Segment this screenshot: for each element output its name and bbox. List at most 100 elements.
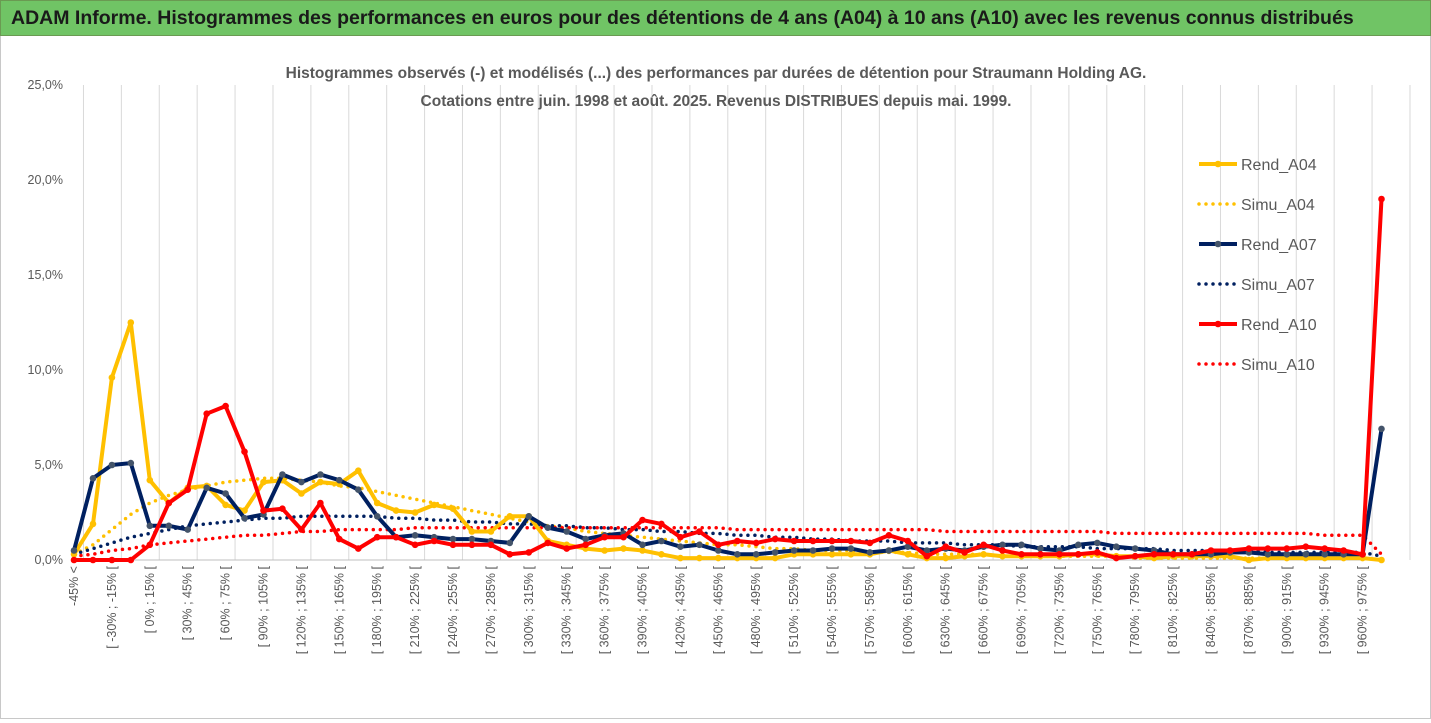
- x-tick-label: [ 750% ; 765% [: [1090, 565, 1104, 654]
- data-point: [468, 535, 476, 543]
- data-point: [885, 547, 893, 554]
- data-point: [563, 545, 570, 552]
- data-point: [241, 514, 248, 522]
- data-point: [771, 549, 779, 556]
- data-point: [866, 549, 874, 556]
- x-tick-label: [ 60% ; 75% [: [219, 565, 233, 640]
- data-point: [70, 556, 78, 564]
- x-tick-label: [ 300% ; 315% [: [522, 565, 536, 654]
- data-point: [127, 459, 135, 467]
- data-point: [241, 448, 248, 456]
- data-point: [336, 476, 343, 484]
- data-point: [582, 541, 589, 549]
- legend-item-simu-a10: Simu_A10: [1197, 357, 1315, 374]
- series-simu-a10: [72, 525, 1384, 558]
- series-layer: [70, 195, 1385, 564]
- x-tick-label: [ 570% ; 585% [: [863, 565, 877, 654]
- data-point: [980, 541, 987, 549]
- data-point: [847, 545, 855, 552]
- data-point: [677, 533, 684, 541]
- data-point: [1378, 425, 1385, 433]
- data-point: [961, 549, 968, 556]
- data-point: [847, 551, 855, 558]
- data-point: [1113, 543, 1120, 550]
- data-point: [430, 501, 438, 509]
- series-line-simu-a10: [72, 525, 1384, 558]
- x-tick-label: [ 510% ; 525% [: [787, 565, 801, 654]
- legend-item-rend-a04: Rend_A04: [1199, 157, 1317, 174]
- data-point: [980, 551, 987, 558]
- x-tick-label: [ 870% ; 885% [: [1242, 565, 1256, 654]
- data-point: [1226, 547, 1234, 554]
- data-point: [904, 551, 912, 558]
- data-point: [639, 547, 646, 554]
- data-point: [411, 541, 419, 549]
- data-point: [108, 374, 116, 381]
- data-point: [677, 543, 684, 550]
- data-point: [847, 537, 855, 545]
- x-axis-tick-labels: -45% < [ -30% ; -15% [[ 0% ; 15% [[ 30% ;…: [67, 565, 1370, 654]
- series-rend-a10: [70, 195, 1385, 564]
- data-point: [449, 505, 457, 512]
- y-tick-label: 20,0%: [28, 173, 63, 187]
- data-point: [1245, 545, 1253, 552]
- legend-item-simu-a07: Simu_A07: [1197, 277, 1315, 294]
- data-point: [165, 499, 173, 507]
- data-point: [885, 532, 893, 539]
- chart-legend: Rend_A04 Simu_A04 Rend_A07 Simu_A07 Rend_A10…: [1197, 157, 1317, 374]
- data-point: [241, 507, 248, 514]
- data-point: [1150, 551, 1158, 558]
- data-point: [1378, 556, 1385, 564]
- legend-marker: [1214, 160, 1222, 168]
- x-tick-label: [ 690% ; 705% [: [1015, 565, 1029, 654]
- data-point: [677, 554, 684, 562]
- data-point: [904, 537, 912, 545]
- x-tick-label: [ 660% ; 675% [: [977, 565, 991, 654]
- data-point: [1113, 554, 1120, 562]
- report-banner: ADAM Informe. Histogrammes des performan…: [0, 0, 1431, 36]
- data-point: [828, 537, 836, 545]
- legend-label: Rend_A07: [1241, 237, 1317, 254]
- data-point: [999, 541, 1006, 549]
- data-point: [1207, 547, 1215, 554]
- data-point: [146, 522, 154, 530]
- series-line-simu-a07: [72, 514, 1384, 558]
- data-point: [525, 549, 533, 556]
- data-point: [487, 541, 495, 549]
- data-point: [1264, 551, 1272, 558]
- legend-item-rend-a10: Rend_A10: [1199, 317, 1317, 334]
- data-point: [1321, 545, 1328, 552]
- x-tick-label: [ 930% ; 945% [: [1318, 565, 1332, 654]
- data-point: [828, 551, 836, 558]
- data-point: [89, 556, 97, 564]
- data-point: [771, 535, 779, 543]
- data-point: [89, 475, 97, 482]
- data-point: [222, 501, 229, 509]
- data-point: [563, 528, 570, 535]
- data-point: [999, 552, 1006, 560]
- x-tick-label: [ 90% ; 105% [: [257, 565, 271, 647]
- series-line-rend-a10: [74, 198, 1384, 562]
- data-point: [108, 556, 116, 564]
- data-point: [146, 476, 154, 484]
- x-tick-label: [ 150% ; 165% [: [332, 565, 346, 654]
- data-point: [734, 551, 741, 558]
- x-tick-label: [ 330% ; 345% [: [560, 565, 574, 654]
- data-point: [696, 554, 703, 562]
- data-point: [260, 478, 267, 486]
- data-point: [734, 537, 741, 545]
- legend-label: Rend_A10: [1241, 317, 1317, 334]
- data-point: [639, 541, 646, 549]
- data-point: [260, 507, 267, 514]
- data-point: [317, 471, 324, 478]
- data-point: [942, 554, 949, 562]
- data-point: [506, 551, 514, 558]
- data-point: [544, 539, 552, 547]
- x-tick-label: [ 0% ; 15% [: [143, 565, 157, 633]
- data-point: [222, 402, 229, 410]
- data-point: [184, 526, 191, 533]
- data-point: [582, 535, 589, 543]
- data-point: [203, 410, 210, 418]
- chart-subtitle: Cotations entre juin. 1998 et août. 2025…: [421, 93, 1012, 110]
- data-point: [146, 541, 154, 549]
